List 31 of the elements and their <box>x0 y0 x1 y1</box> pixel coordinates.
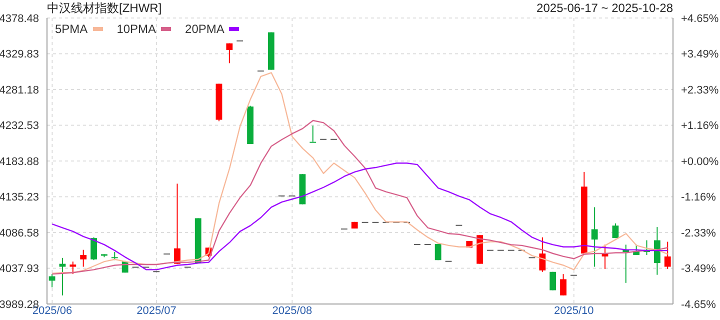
y2-tick-label: +0.00% <box>681 156 719 168</box>
y2-tick-label: -4.65% <box>681 298 716 311</box>
y2-tick-label: +2.33% <box>681 84 719 96</box>
y2-tick-label: +3.49% <box>681 48 719 61</box>
candlestick <box>80 249 87 268</box>
legend-label: 10PMA <box>116 22 156 36</box>
candlestick <box>539 236 546 272</box>
x-tick-label: 2025/07 <box>136 305 176 318</box>
legend-label: 20PMA <box>185 22 224 36</box>
chart-subtitle: 2025-06-17 ~ 2025-10-28 <box>536 0 673 16</box>
y2-tick-label: +1.16% <box>681 120 719 132</box>
candlestick <box>591 206 598 268</box>
x-tick-label: 2025/08 <box>272 305 312 318</box>
y2-tick-label: -2.33% <box>681 228 716 240</box>
y2-tick-label: +4.65% <box>681 12 719 25</box>
candlestick <box>654 226 660 276</box>
candlestick <box>90 236 97 261</box>
candlestick <box>310 125 316 143</box>
candlestick <box>560 274 566 296</box>
x-tick-label: 2025/10 <box>554 305 594 318</box>
line-series <box>52 162 668 270</box>
candlestick <box>70 261 76 275</box>
y2-tick-label: -3.49% <box>681 263 716 276</box>
y2-tick-label: -1.16% <box>681 192 716 204</box>
line-series <box>52 120 668 275</box>
candlestick <box>226 42 233 64</box>
chart-title: 中汉线材指数[ZHWR] <box>47 0 162 16</box>
candlestick <box>612 222 619 239</box>
candlestick <box>664 241 671 270</box>
legend-label: 5PMA <box>55 22 88 36</box>
line-series <box>52 72 668 274</box>
